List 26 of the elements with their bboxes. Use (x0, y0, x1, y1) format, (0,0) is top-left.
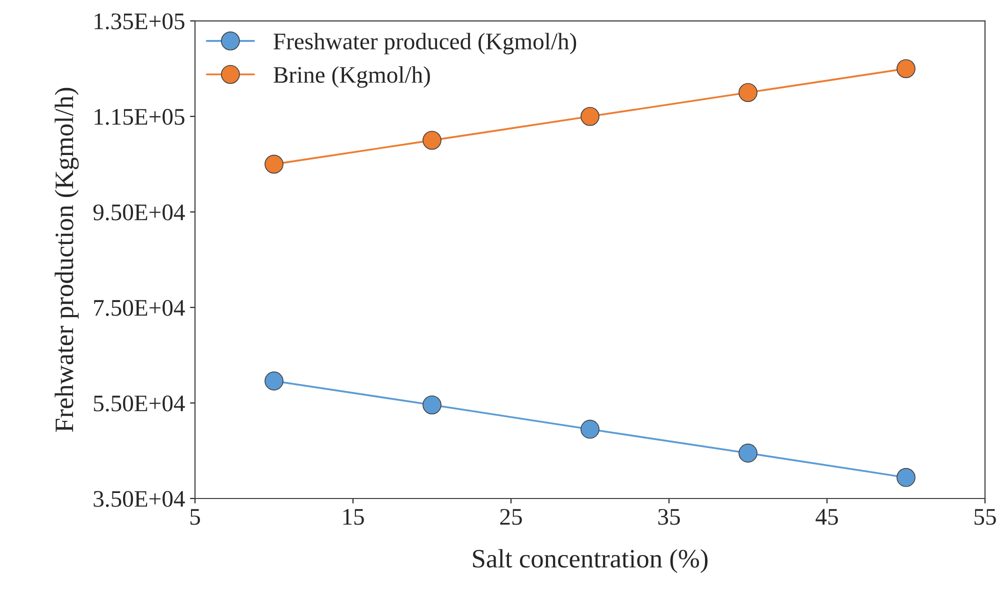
y-tick-label: 1.35E+05 (94, 13, 184, 30)
x-tick-label: 5 (190, 509, 200, 525)
legend-label: Freshwater produced (Kgmol/h) (274, 32, 576, 54)
point (422, 395, 442, 414)
y-tick-label: 7.50E+04 (94, 300, 185, 316)
x-tick-label: 55 (974, 509, 996, 525)
x-tick-label: 15 (343, 509, 364, 525)
point (896, 59, 916, 78)
point (264, 372, 284, 390)
y-tick-label: 1.15E+05 (94, 108, 184, 125)
x-tick-label: 25 (500, 508, 522, 525)
point (738, 444, 758, 463)
point (264, 154, 284, 174)
point (896, 468, 916, 487)
point (580, 420, 600, 439)
legend-label: Brine (Kgmol/h) (274, 66, 430, 88)
point (738, 83, 758, 102)
x-tick-label: 45 (816, 509, 838, 525)
y-axis-title: Frehwater production (Kgmol/h) (54, 88, 79, 432)
y-tick-label: 9.50E+04 (93, 204, 185, 220)
x-tick-label: 35 (658, 508, 680, 525)
y-tick-label: 3.50E+04 (94, 490, 185, 508)
x-axis-title: Salt concentration (%) (473, 549, 708, 574)
y-tick-label: 5.50E+04 (94, 395, 185, 412)
point (580, 106, 600, 126)
point (422, 130, 442, 150)
